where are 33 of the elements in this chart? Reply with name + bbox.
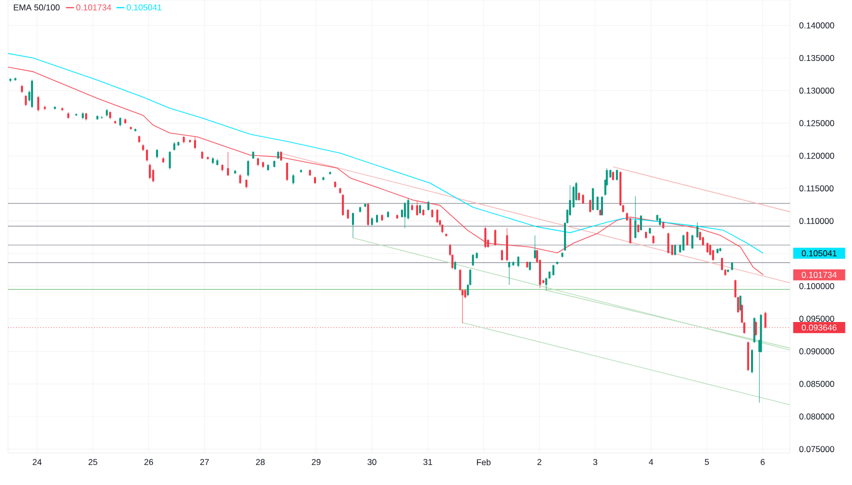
x-tick-label: 5: [704, 459, 709, 465]
text: 0.101734: [802, 272, 837, 278]
x-tick-label: 4: [648, 459, 654, 465]
x-tick-label: 6: [760, 459, 765, 466]
y-tick-label: 0.090000: [799, 348, 834, 354]
y-tick-label: 0.115000: [799, 185, 834, 192]
y-tick-label: 0.140000: [799, 22, 834, 28]
legend-label: 0.105041: [126, 4, 162, 10]
x-tick-label: 27: [200, 459, 209, 465]
y-tick-label: 0.110000: [799, 218, 834, 224]
x-tick-label: 29: [312, 459, 320, 466]
y-tick-label: 0.080000: [799, 413, 834, 420]
y-tick-label: 0.130000: [799, 88, 834, 94]
text: 0.105041: [802, 250, 837, 256]
x-tick-label: Feb: [476, 459, 491, 466]
y-tick-label: 0.125000: [799, 120, 834, 126]
legend-label: 0.101734: [76, 4, 112, 10]
x-tick-label: 24: [32, 459, 42, 465]
legend-title: EMA 50/100: [14, 4, 60, 10]
x-tick-label: 28: [256, 459, 265, 466]
y-tick-label: 0.075000: [799, 446, 834, 452]
ref-line-label: 0.093646: [802, 324, 837, 331]
x-tick-label: 25: [88, 459, 98, 466]
x-tick-label: 2: [537, 459, 542, 465]
x-tick-label: 30: [368, 459, 376, 466]
y-tick-label: 0.120000: [799, 152, 834, 159]
y-tick-label: 0.085000: [799, 380, 834, 387]
y-tick-label: 0.135000: [799, 55, 834, 62]
y-tick-label: 0.100000: [799, 283, 834, 290]
y-tick-label: 0.095000: [799, 316, 834, 322]
x-tick-label: 31: [423, 459, 432, 466]
x-tick-label: 26: [144, 459, 154, 466]
x-tick-label: 3: [593, 459, 598, 466]
